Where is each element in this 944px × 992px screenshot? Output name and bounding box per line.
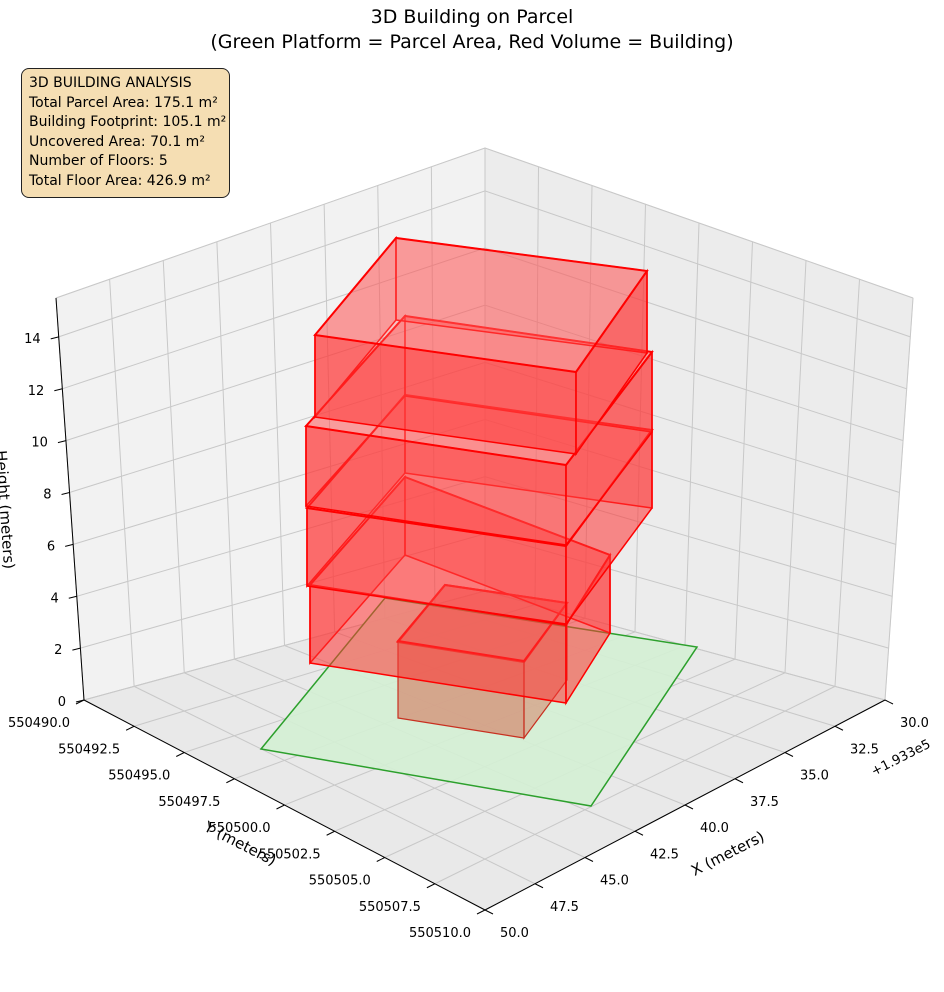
wall-gridline-y (834, 279, 860, 687)
y-tick-label: 550505.0 (309, 874, 371, 889)
x-tick (684, 804, 694, 810)
z-tick (61, 492, 70, 496)
info-uncovered: Uncovered Area: 70.1 m² (29, 133, 205, 150)
y-tick (276, 804, 285, 810)
x-tick-label: 50.0 (500, 926, 529, 941)
x-tick-label: 40.0 (700, 821, 729, 836)
wall-gridline-x (270, 222, 285, 646)
wall-gridline-y (684, 222, 700, 646)
info-floor-area: Total Floor Area: 426.9 m² (29, 172, 211, 189)
x-tick-label: 42.5 (650, 847, 679, 862)
y-tick (326, 830, 335, 836)
floor-5 (313, 235, 649, 457)
x-tick (484, 909, 494, 915)
info-parcel-area: Total Parcel Area: 175.1 m² (29, 94, 218, 111)
y-tick-label: 550492.5 (58, 742, 120, 757)
wall-gridline-x (162, 260, 185, 673)
z-tick (54, 388, 63, 392)
building-layer (304, 235, 654, 740)
z-tick-label: 2 (54, 643, 62, 658)
z-tick-label: 4 (50, 591, 58, 606)
z-tick-label: 14 (24, 332, 41, 347)
x-tick-label: 32.5 (850, 742, 879, 757)
x-tick-label: 35.0 (800, 769, 829, 784)
z-tick-label: 8 (43, 488, 51, 503)
y-tick (376, 857, 385, 862)
info-footprint: Building Footprint: 105.1 m² (29, 114, 227, 130)
y-tick (125, 725, 135, 731)
y-tick-label: 550510.0 (409, 926, 471, 941)
z-tick-label: 12 (28, 384, 45, 399)
wall-gridline-y (784, 260, 807, 673)
y-tick (426, 883, 436, 889)
x-tick-label: 30.0 (900, 716, 929, 731)
floor-5-top-face (313, 236, 649, 374)
z-tick (65, 543, 74, 547)
chart-title-line2: (Green Platform = Parcel Area, Red Volum… (210, 31, 734, 53)
y-tick-label: 550490.0 (8, 716, 70, 731)
y-tick-label: 550500.0 (208, 821, 270, 836)
z-tick (68, 595, 77, 599)
x-tick (784, 752, 794, 757)
x-tick-label: 45.0 (600, 874, 629, 889)
z-axis-label: Height (meters) (0, 450, 18, 570)
x-tick-label: 37.5 (750, 795, 779, 810)
x-tick (884, 699, 894, 705)
wall-gridline-x (109, 279, 135, 687)
info-heading: 3D BUILDING ANALYSIS (29, 75, 192, 91)
wall-gridline-y (884, 297, 914, 701)
chart-title-line1: 3D Building on Parcel (370, 6, 574, 28)
y-tick-label: 550507.5 (359, 900, 421, 915)
info-floors: Number of Floors: 5 (29, 153, 168, 169)
z-tick-label: 0 (58, 695, 66, 710)
z-tick-label: 10 (31, 436, 48, 451)
z-axis-line (55, 297, 85, 701)
floor-gridline-x (133, 685, 536, 885)
wall-gridline-x (216, 241, 235, 660)
x-tick (534, 883, 544, 889)
z-tick-label: 6 (47, 539, 55, 554)
wall-gridline-y (734, 241, 753, 660)
x-tick (584, 857, 594, 862)
y-tick (75, 699, 85, 705)
x-tick (734, 778, 744, 784)
y-tick-label: 550495.0 (108, 769, 170, 784)
y-tick (176, 752, 185, 757)
y-tick-label: 550502.5 (259, 847, 321, 862)
x-tick (834, 725, 844, 731)
z-tick (72, 647, 81, 651)
y-tick-label: 550497.5 (158, 795, 220, 810)
x-tick-label: 47.5 (550, 900, 579, 915)
y-tick (226, 778, 235, 784)
analysis-info-box: 3D BUILDING ANALYSIS Total Parcel Area: … (21, 68, 230, 198)
x-tick (634, 830, 644, 836)
z-tick (57, 440, 67, 444)
y-tick (476, 909, 486, 915)
z-tick (50, 336, 59, 340)
